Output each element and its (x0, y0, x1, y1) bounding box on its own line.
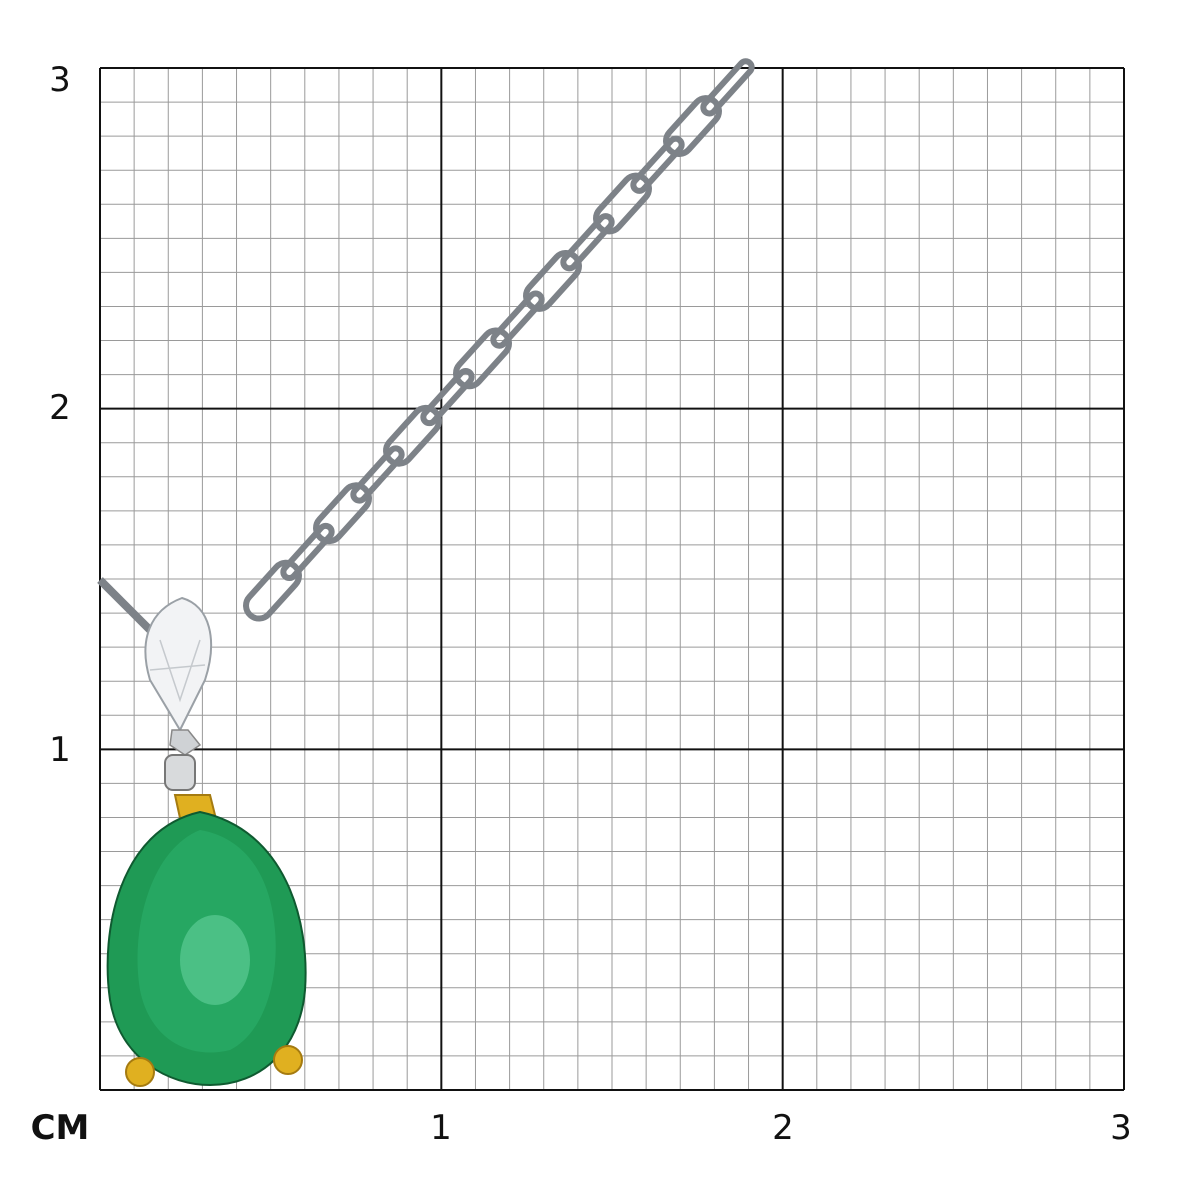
emerald-stone (106, 794, 307, 1087)
chain-link (313, 482, 372, 545)
chain-link (453, 327, 512, 390)
chain-link (630, 135, 685, 194)
y-label-3: 3 (49, 60, 71, 100)
minor-grid-lines (100, 68, 1124, 1090)
chain (97, 58, 755, 643)
chain-link (523, 250, 582, 312)
chain-link (383, 404, 442, 467)
x-label-2: 2 (772, 1108, 794, 1148)
unit-label: CM (30, 1108, 90, 1148)
y-label-2: 2 (49, 388, 71, 428)
y-label-1: 1 (49, 730, 71, 770)
chain-link (700, 58, 755, 117)
chain-link (280, 522, 335, 582)
chain-link (420, 367, 475, 427)
major-grid-lines (99, 67, 1125, 1091)
chain-link (350, 445, 405, 504)
x-label-3: 3 (1110, 1108, 1132, 1148)
chain-link (593, 172, 652, 235)
chain-link (663, 95, 722, 157)
chain-link (560, 213, 615, 272)
diamond-stone (144, 596, 212, 791)
chain-link (490, 290, 545, 349)
pendant-illustration (97, 58, 755, 1087)
chain-link (243, 559, 302, 622)
x-label-1: 1 (430, 1108, 452, 1148)
